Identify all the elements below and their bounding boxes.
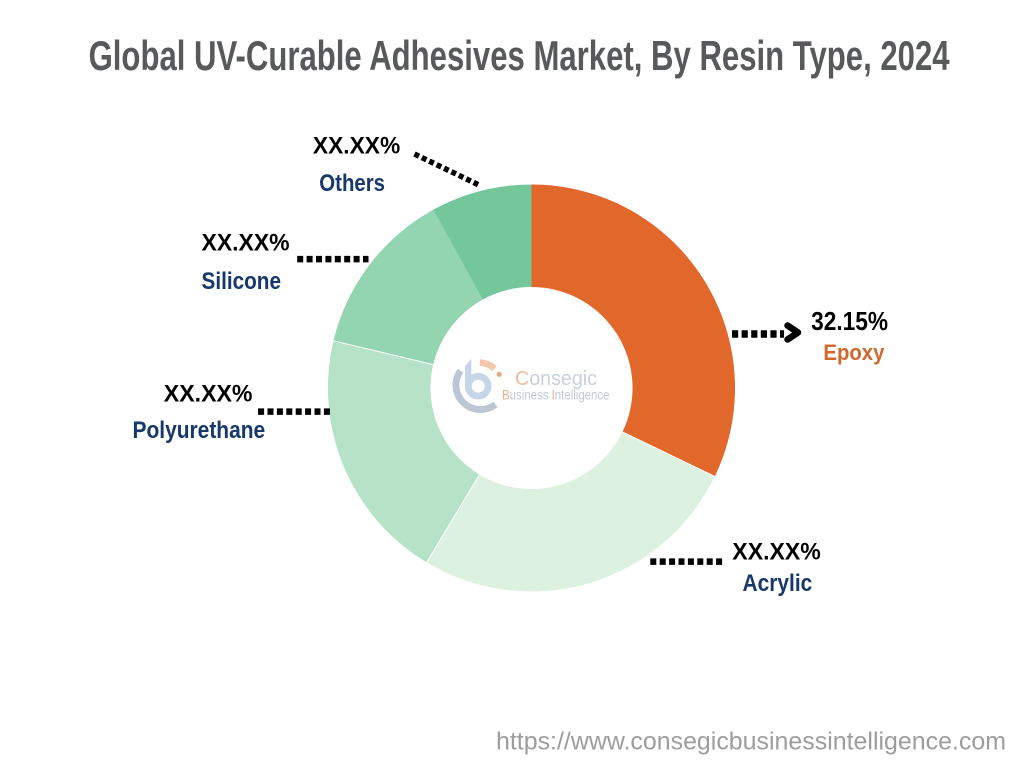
svg-text:XX.XX%: XX.XX%	[202, 230, 290, 257]
svg-text:Epoxy: Epoxy	[823, 340, 885, 365]
svg-text:Polyurethane: Polyurethane	[133, 417, 266, 444]
svg-text:XX.XX%: XX.XX%	[164, 381, 253, 408]
svg-text:XX.XX%: XX.XX%	[732, 539, 821, 566]
svg-text:https://www.consegicbusinessin: https://www.consegicbusinessintelligence…	[496, 728, 1006, 756]
svg-text:Global UV-Curable Adhesives Ma: Global UV-Curable Adhesives Market, By R…	[89, 32, 950, 79]
svg-text:Acrylic: Acrylic	[743, 570, 813, 597]
svg-text:Others: Others	[319, 170, 385, 197]
svg-text:32.15%: 32.15%	[811, 306, 888, 336]
svg-text:Business Intelligence: Business Intelligence	[502, 387, 610, 403]
svg-text:Silicone: Silicone	[202, 268, 282, 295]
svg-text:Consegic: Consegic	[515, 368, 597, 390]
svg-text:XX.XX%: XX.XX%	[313, 133, 400, 160]
